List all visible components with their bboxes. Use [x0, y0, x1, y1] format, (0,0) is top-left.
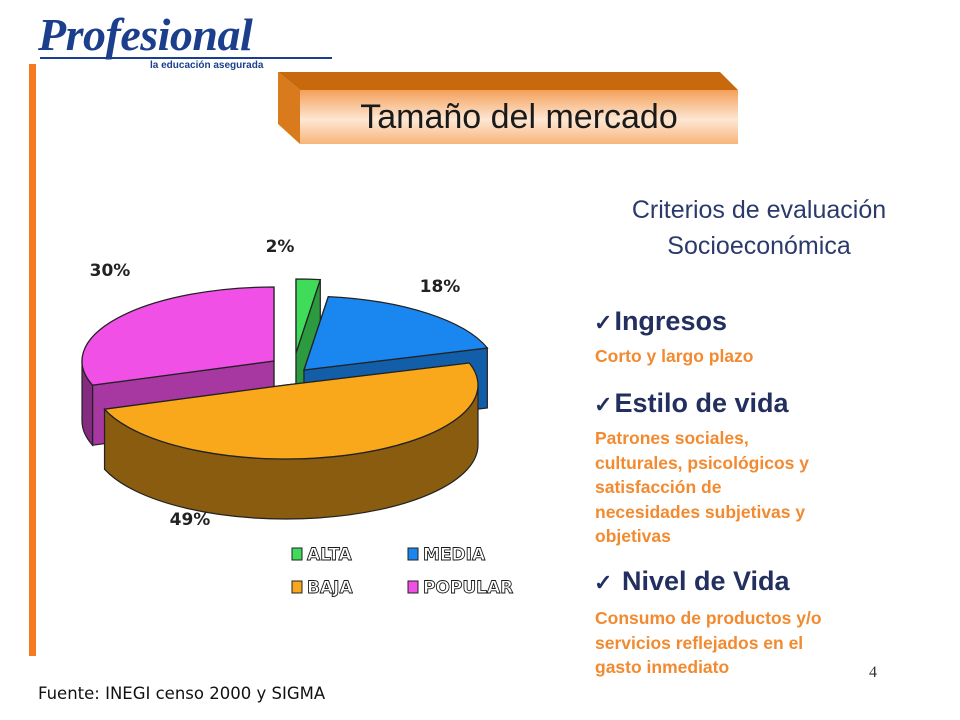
legend-label-alta: ALTA [307, 545, 352, 565]
legend-label-media: MEDIA [423, 545, 486, 565]
criterion-heading-estilo-de-vida: ✓Estilo de vida [594, 388, 789, 418]
legend-swatch-media [407, 547, 419, 561]
data-label-baja: 49% [170, 510, 211, 530]
pie-slice-popular [81, 286, 275, 386]
checkmark-icon: ✓ [594, 392, 613, 417]
left-accent-bar [29, 64, 36, 656]
legend-swatch-baja [291, 580, 303, 594]
data-label-popular: 30% [90, 261, 131, 281]
criterion-heading-ingresos: ✓Ingresos [594, 306, 727, 336]
logo-underline [40, 57, 332, 59]
logo-tagline: la educación asegurada [150, 60, 264, 71]
criterion-body-nivel-de-vida: Consumo de productos y/o servicios refle… [595, 608, 822, 677]
title-banner-shape [278, 72, 738, 144]
legend-label-baja: BAJA [307, 578, 353, 598]
legend-swatch-alta [291, 547, 303, 561]
source-note: Fuente: INEGI censo 2000 y SIGMA [38, 684, 326, 703]
profesional-logo: Profesional la educación asegurada [38, 8, 332, 71]
checkmark-icon: ✓ [594, 310, 613, 335]
pie-slices [81, 278, 489, 520]
pie-slice-alta [295, 278, 322, 354]
chart-legend: ALTA MEDIA BAJA POPULAR [291, 545, 514, 598]
criteria-title-line-2: Socioeconómica [667, 232, 851, 260]
page-number: 4 [869, 664, 877, 681]
data-label-media: 18% [420, 277, 461, 297]
criterion-heading-nivel-de-vida: ✓ Nivel de Vida [594, 566, 790, 596]
pie-slice-media [303, 295, 489, 371]
criteria-title: Criterios de evaluación Socioeconómica [588, 192, 930, 264]
slide-title: Tamaño del mercado [360, 97, 678, 136]
pie-data-labels: 2% 18% 49% 30% [90, 237, 461, 530]
checkmark-icon: ✓ [594, 570, 613, 595]
title-banner: Tamaño del mercado [278, 72, 738, 144]
data-label-alta: 2% [266, 237, 295, 257]
criterion-body-estilo-de-vida: Patrones sociales, culturales, psicológi… [595, 428, 809, 546]
market-size-pie-chart: 2% 18% 49% 30% ALTA MEDIA BAJA POPULAR [81, 237, 514, 598]
legend-swatch-popular [407, 580, 419, 594]
pie-slice-baja [103, 362, 479, 460]
criterion-body-ingresos: Corto y largo plazo [595, 346, 754, 366]
logo-wordmark: Profesional [38, 9, 253, 60]
criteria-title-line-1: Criterios de evaluación [631, 196, 887, 224]
legend-label-popular: POPULAR [423, 578, 513, 598]
